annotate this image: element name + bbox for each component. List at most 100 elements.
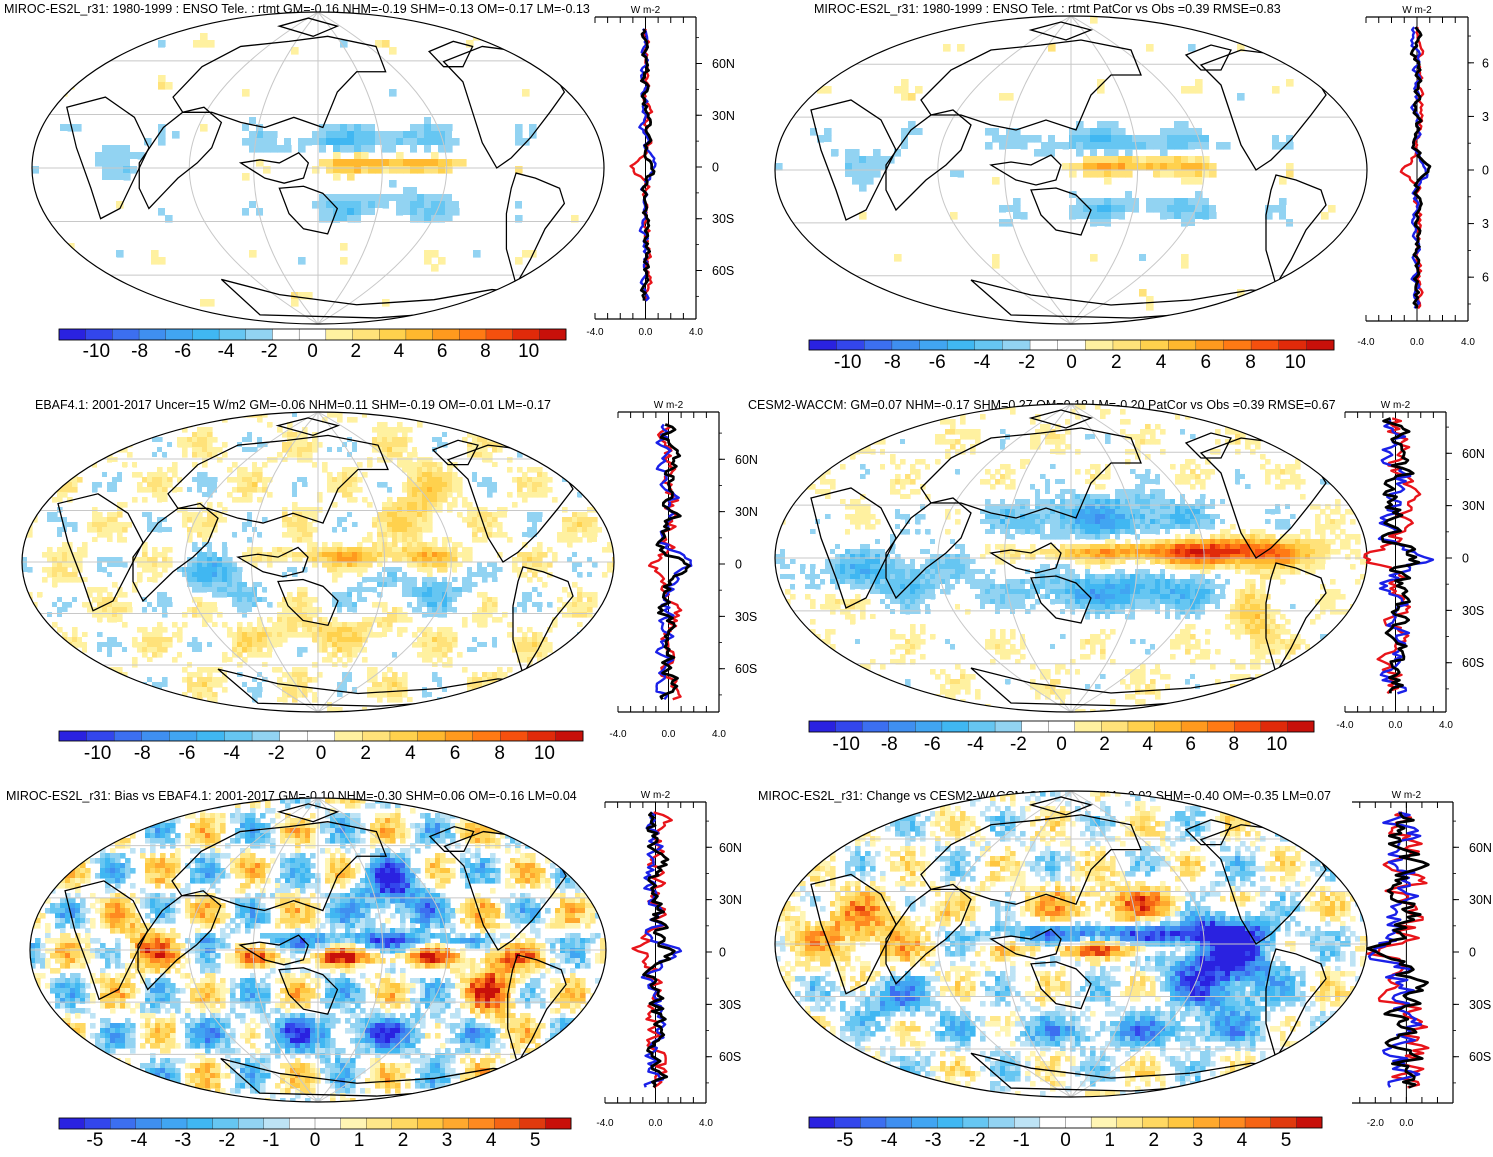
colorbar-swatch	[213, 1118, 239, 1129]
colorbar-tick-label: 1	[1104, 1130, 1115, 1151]
colorbar-swatch	[299, 329, 326, 340]
colorbar-swatch	[1155, 721, 1182, 732]
zonal-lat-label: 30S	[735, 610, 757, 624]
colorbar-swatch	[219, 329, 246, 340]
colorbar-swatch	[1287, 721, 1314, 732]
panel-middle-left: EBAF4.1: 2001-2017 Uncer=15 W/m2 GM=-0.0…	[22, 398, 758, 764]
colorbar-swatch	[513, 329, 540, 340]
colorbar-swatch	[59, 731, 87, 741]
colorbar-tick-label: 6	[1185, 734, 1196, 755]
colorbar-swatch	[459, 329, 486, 340]
zonal-x-tick-label: 4.0	[699, 1118, 713, 1129]
colorbar-swatch	[443, 1118, 469, 1129]
colorbar-swatch	[473, 731, 501, 741]
map-title: EBAF4.1: 2001-2017 Uncer=15 W/m2 GM=-0.0…	[35, 398, 551, 412]
colorbar-swatch	[1085, 340, 1113, 350]
zonal-line-mean	[657, 424, 690, 699]
zonal-lat-label: 6	[1482, 56, 1489, 70]
zonal-unit-label: W m-2	[654, 400, 684, 411]
colorbar-tick-label: -4	[130, 1130, 147, 1151]
colorbar-swatch	[539, 329, 566, 340]
zonal-lat-label: 0	[712, 161, 719, 175]
colorbar-swatch	[315, 1118, 341, 1129]
colorbar-swatch	[520, 1118, 546, 1129]
zonal-lat-label: 30S	[1469, 998, 1491, 1012]
zonal-unit-label: W m-2	[1402, 5, 1432, 16]
colorbar-tick-label: -10	[83, 341, 110, 362]
colorbar-tick-label: -4	[881, 1130, 898, 1151]
map-field	[775, 16, 1367, 324]
colorbar-swatch	[114, 731, 142, 741]
colorbar-tick-label: -6	[924, 734, 941, 755]
colorbar-swatch	[1113, 340, 1141, 350]
colorbar-tick-label: 0	[1060, 1130, 1071, 1151]
zonal-lat-label: 60N	[1469, 841, 1492, 855]
colorbar-swatch	[1261, 721, 1288, 732]
colorbar-swatch	[937, 1117, 963, 1128]
colorbar-tick-label: 3	[442, 1130, 453, 1151]
zonal-x-tick-label: 4.0	[689, 327, 703, 338]
zonal-x-tick-label: -4.0	[1357, 337, 1375, 348]
colorbar-swatch	[166, 329, 193, 340]
colorbar-tick-label: 4	[394, 341, 405, 362]
zonal-unit-label: W m-2	[1392, 790, 1422, 801]
zonal-lat-label: 0	[1469, 946, 1476, 960]
colorbar-swatch	[1181, 721, 1208, 732]
colorbar-swatch	[809, 340, 837, 350]
colorbar-tick-label: -8	[134, 743, 151, 764]
zonal-x-tick-label: -4.0	[1336, 720, 1354, 731]
panel-bottom-left: MIROC-ES2L_r31: Bias vs EBAF4.1: 2001-20…	[6, 789, 742, 1151]
colorbar-tick-label: -5	[86, 1130, 103, 1151]
colorbar-swatch	[1101, 721, 1128, 732]
zonal-x-tick-label: -4.0	[586, 327, 604, 338]
colorbar-tick-label: 0	[316, 743, 327, 764]
colorbar-swatch	[59, 329, 86, 340]
colorbar-tick-label: 4	[1142, 734, 1153, 755]
colorbar-tick-label: 2	[360, 743, 371, 764]
zonal-lat-label: 30S	[719, 998, 741, 1012]
colorbar-tick-label: 4	[405, 743, 416, 764]
colorbar-swatch	[335, 731, 363, 741]
colorbar-swatch	[1219, 1117, 1245, 1128]
colorbar-tick-label: 4	[486, 1130, 497, 1151]
map-title: MIROC-ES2L_r31: 1980-1999 : ENSO Tele. :…	[814, 2, 1281, 16]
colorbar-tick-label: -10	[832, 734, 859, 755]
colorbar-tick-label: 10	[1285, 352, 1306, 373]
colorbar-swatch	[809, 1117, 835, 1128]
zonal-x-tick-label: 0.0	[639, 327, 653, 338]
zonal-x-tick-label: -4.0	[609, 729, 627, 740]
colorbar-tick-label: -4	[967, 734, 984, 755]
colorbar-tick-label: 0	[1056, 734, 1067, 755]
colorbar-swatch	[390, 731, 418, 741]
zonal-unit-label: W m-2	[631, 5, 661, 16]
colorbar-tick-label: 10	[534, 743, 555, 764]
colorbar-tick-label: -4	[223, 743, 240, 764]
colorbar-tick-label: 0	[307, 341, 318, 362]
colorbar-swatch	[1066, 1117, 1092, 1128]
zonal-lat-label: 30S	[712, 212, 734, 226]
colorbar-swatch	[1058, 340, 1086, 350]
colorbar-tick-label: 6	[437, 341, 448, 362]
colorbar-swatch	[224, 731, 252, 741]
zonal-x-tick-label: 0.0	[1410, 337, 1424, 348]
colorbar-tick-label: 8	[494, 743, 505, 764]
colorbar-swatch	[307, 731, 335, 741]
zonal-x-tick-label: 4.0	[712, 729, 726, 740]
colorbar-swatch	[864, 340, 892, 350]
zonal-x-tick-label: 0.0	[1389, 720, 1403, 731]
colorbar-tick-label: -6	[929, 352, 946, 373]
colorbar-swatch	[59, 1118, 85, 1129]
colorbar-tick-label: -3	[925, 1130, 942, 1151]
colorbar-tick-label: -8	[131, 341, 148, 362]
colorbar-swatch	[264, 1118, 290, 1129]
colorbar-swatch	[161, 1118, 187, 1129]
colorbar-tick-label: 6	[450, 743, 461, 764]
colorbar-swatch	[889, 721, 916, 732]
